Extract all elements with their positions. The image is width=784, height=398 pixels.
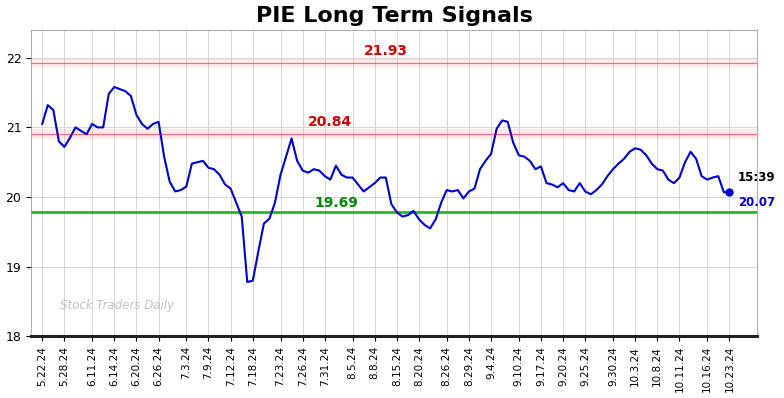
- Text: 21.93: 21.93: [364, 45, 408, 59]
- Bar: [31, 58, 757, 68]
- Text: 15:39: 15:39: [738, 171, 775, 184]
- Title: PIE Long Term Signals: PIE Long Term Signals: [256, 6, 532, 25]
- Text: 20.07: 20.07: [738, 196, 775, 209]
- Text: 19.69: 19.69: [314, 195, 358, 210]
- Bar: [31, 129, 757, 139]
- Text: Stock Traders Daily: Stock Traders Daily: [60, 299, 174, 312]
- Text: 20.84: 20.84: [308, 115, 353, 129]
